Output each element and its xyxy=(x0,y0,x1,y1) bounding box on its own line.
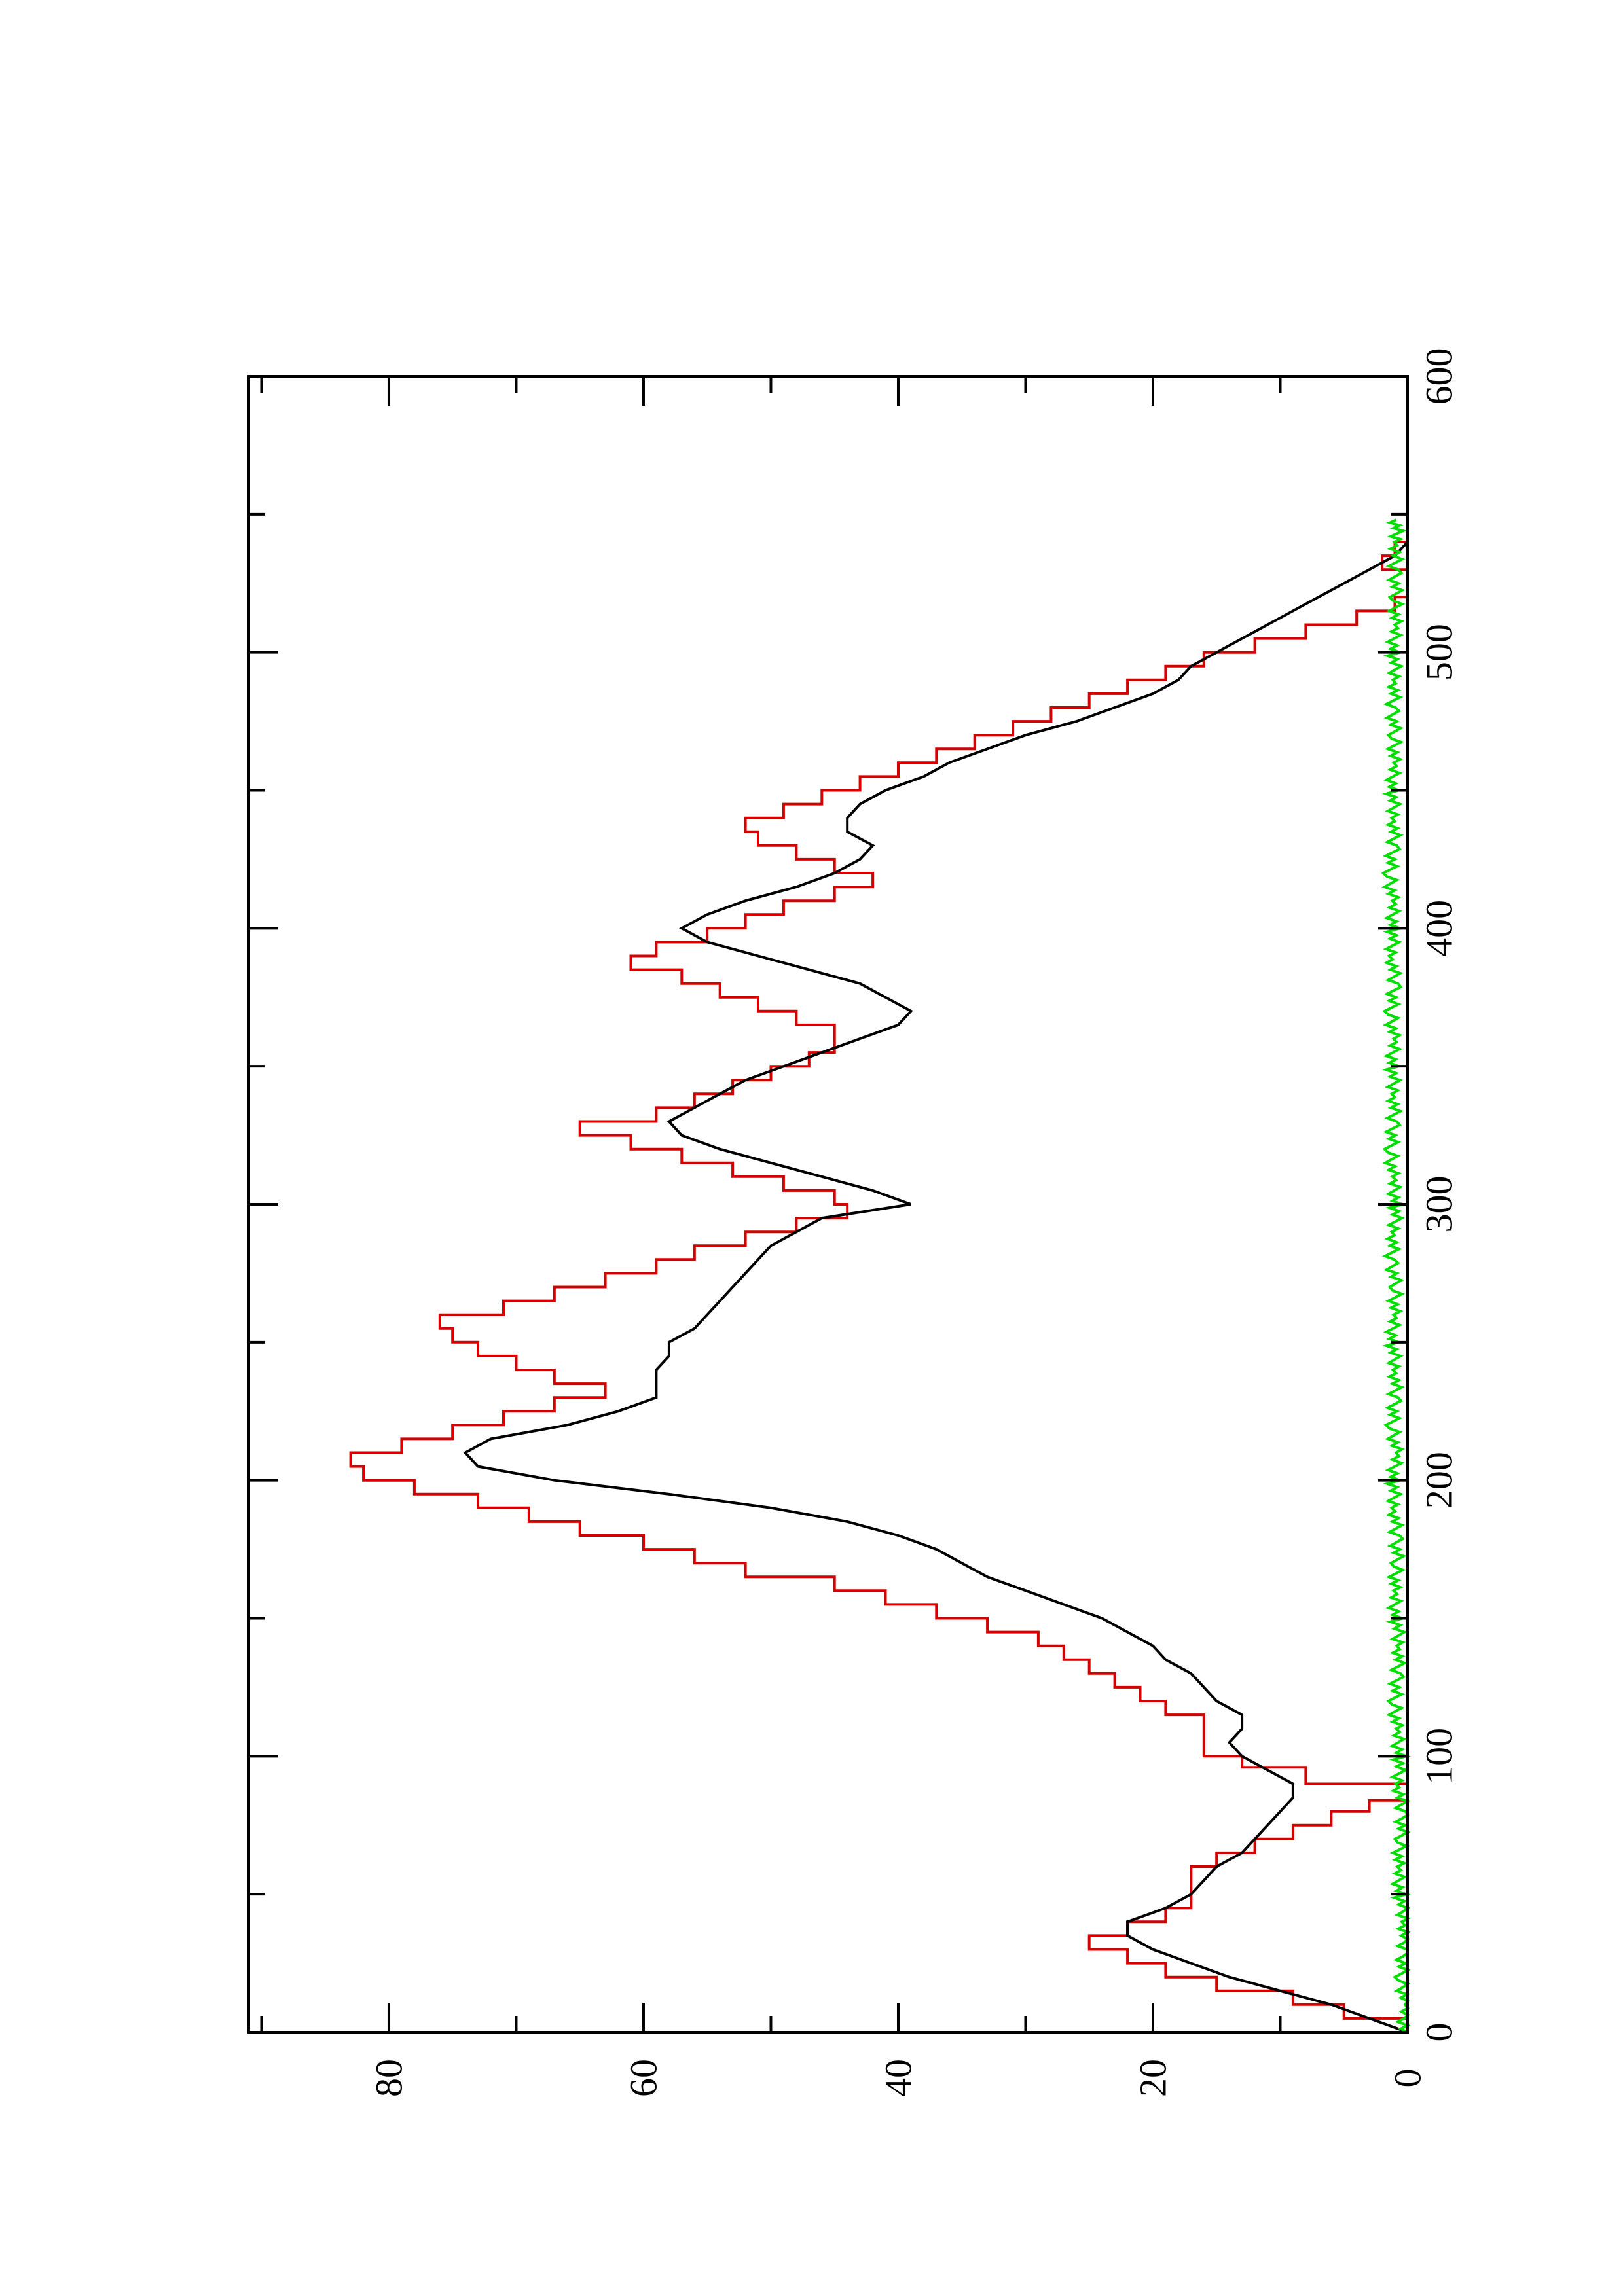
x-tick-label: 200 xyxy=(1418,1452,1461,1509)
x-tick-label: 500 xyxy=(1418,624,1461,681)
y-tick-label: 40 xyxy=(877,2059,919,2097)
series-layer xyxy=(349,518,1411,2034)
y-tick-label: 80 xyxy=(367,2059,410,2097)
labels-layer: 0 100 200 300 400 500 600 0 20 40 60 80 xyxy=(367,348,1460,2098)
x-tick-label: 100 xyxy=(1418,1728,1461,1785)
x-tick-label: 600 xyxy=(1418,348,1461,405)
plot-frame xyxy=(247,375,1409,2034)
series-line-2 xyxy=(463,520,1409,2034)
x-tick-label: 300 xyxy=(1418,1176,1461,1233)
ticks-layer xyxy=(249,375,1409,2034)
series-line-1 xyxy=(349,520,1409,2032)
x-tick-label: 400 xyxy=(1418,900,1461,957)
y-tick-label: 0 xyxy=(1387,2069,1429,2088)
x-tick-label: 0 xyxy=(1418,2023,1461,2042)
y-tick-label: 20 xyxy=(1131,2059,1174,2097)
y-tick-label: 60 xyxy=(622,2059,665,2097)
series-line-3 xyxy=(1381,518,1411,2034)
